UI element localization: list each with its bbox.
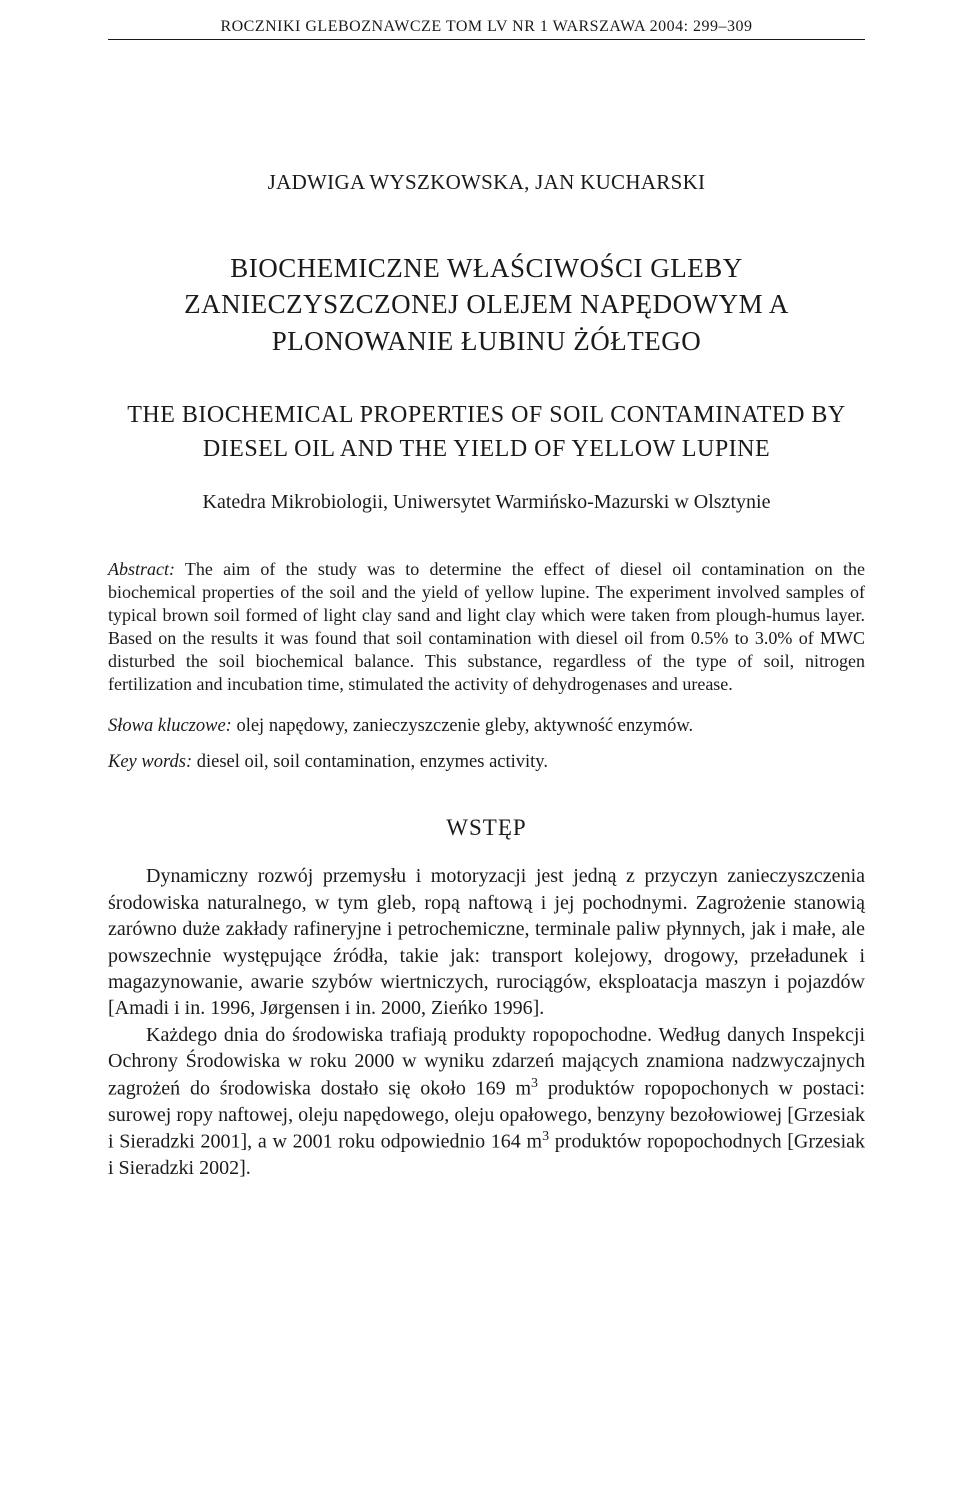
page: ROCZNIKI GLEBOZNAWCZE TOM LV NR 1 WARSZA… [0,0,960,1485]
paragraph-1: Dynamiczny rozwój przemysłu i motoryzacj… [108,863,865,1021]
authors-line: JADWIGA WYSZKOWSKA, JAN KUCHARSKI [108,170,865,195]
body-text: Dynamiczny rozwój przemysłu i motoryzacj… [108,863,865,1181]
abstract-block: Abstract: The aim of the study was to de… [108,558,865,696]
abstract-label: Abstract: [108,559,175,579]
running-head: ROCZNIKI GLEBOZNAWCZE TOM LV NR 1 WARSZA… [108,18,865,40]
keywords-polish-text: olej napędowy, zanieczyszczenie gleby, a… [232,716,693,736]
keywords-english: Key words: diesel oil, soil contaminatio… [108,750,865,776]
keywords-polish: Słowa kluczowe: olej napędowy, zanieczys… [108,714,865,740]
keywords-polish-label: Słowa kluczowe: [108,716,232,736]
superscript-1: 3 [531,1076,538,1091]
affiliation-line: Katedra Mikrobiologii, Uniwersytet Warmi… [108,491,865,514]
abstract-text: The aim of the study was to determine th… [108,559,865,694]
section-heading: WSTĘP [108,815,865,841]
keywords-english-text: diesel oil, soil contamination, enzymes … [192,752,548,772]
article-title-english: THE BIOCHEMICAL PROPERTIES OF SOIL CONTA… [108,399,865,466]
keywords-english-label: Key words: [108,752,192,772]
article-title-polish: BIOCHEMICZNE WŁAŚCIWOŚCI GLEBY ZANIECZYS… [108,250,865,359]
paragraph-2: Każdego dnia do środowiska trafiają prod… [108,1022,865,1182]
